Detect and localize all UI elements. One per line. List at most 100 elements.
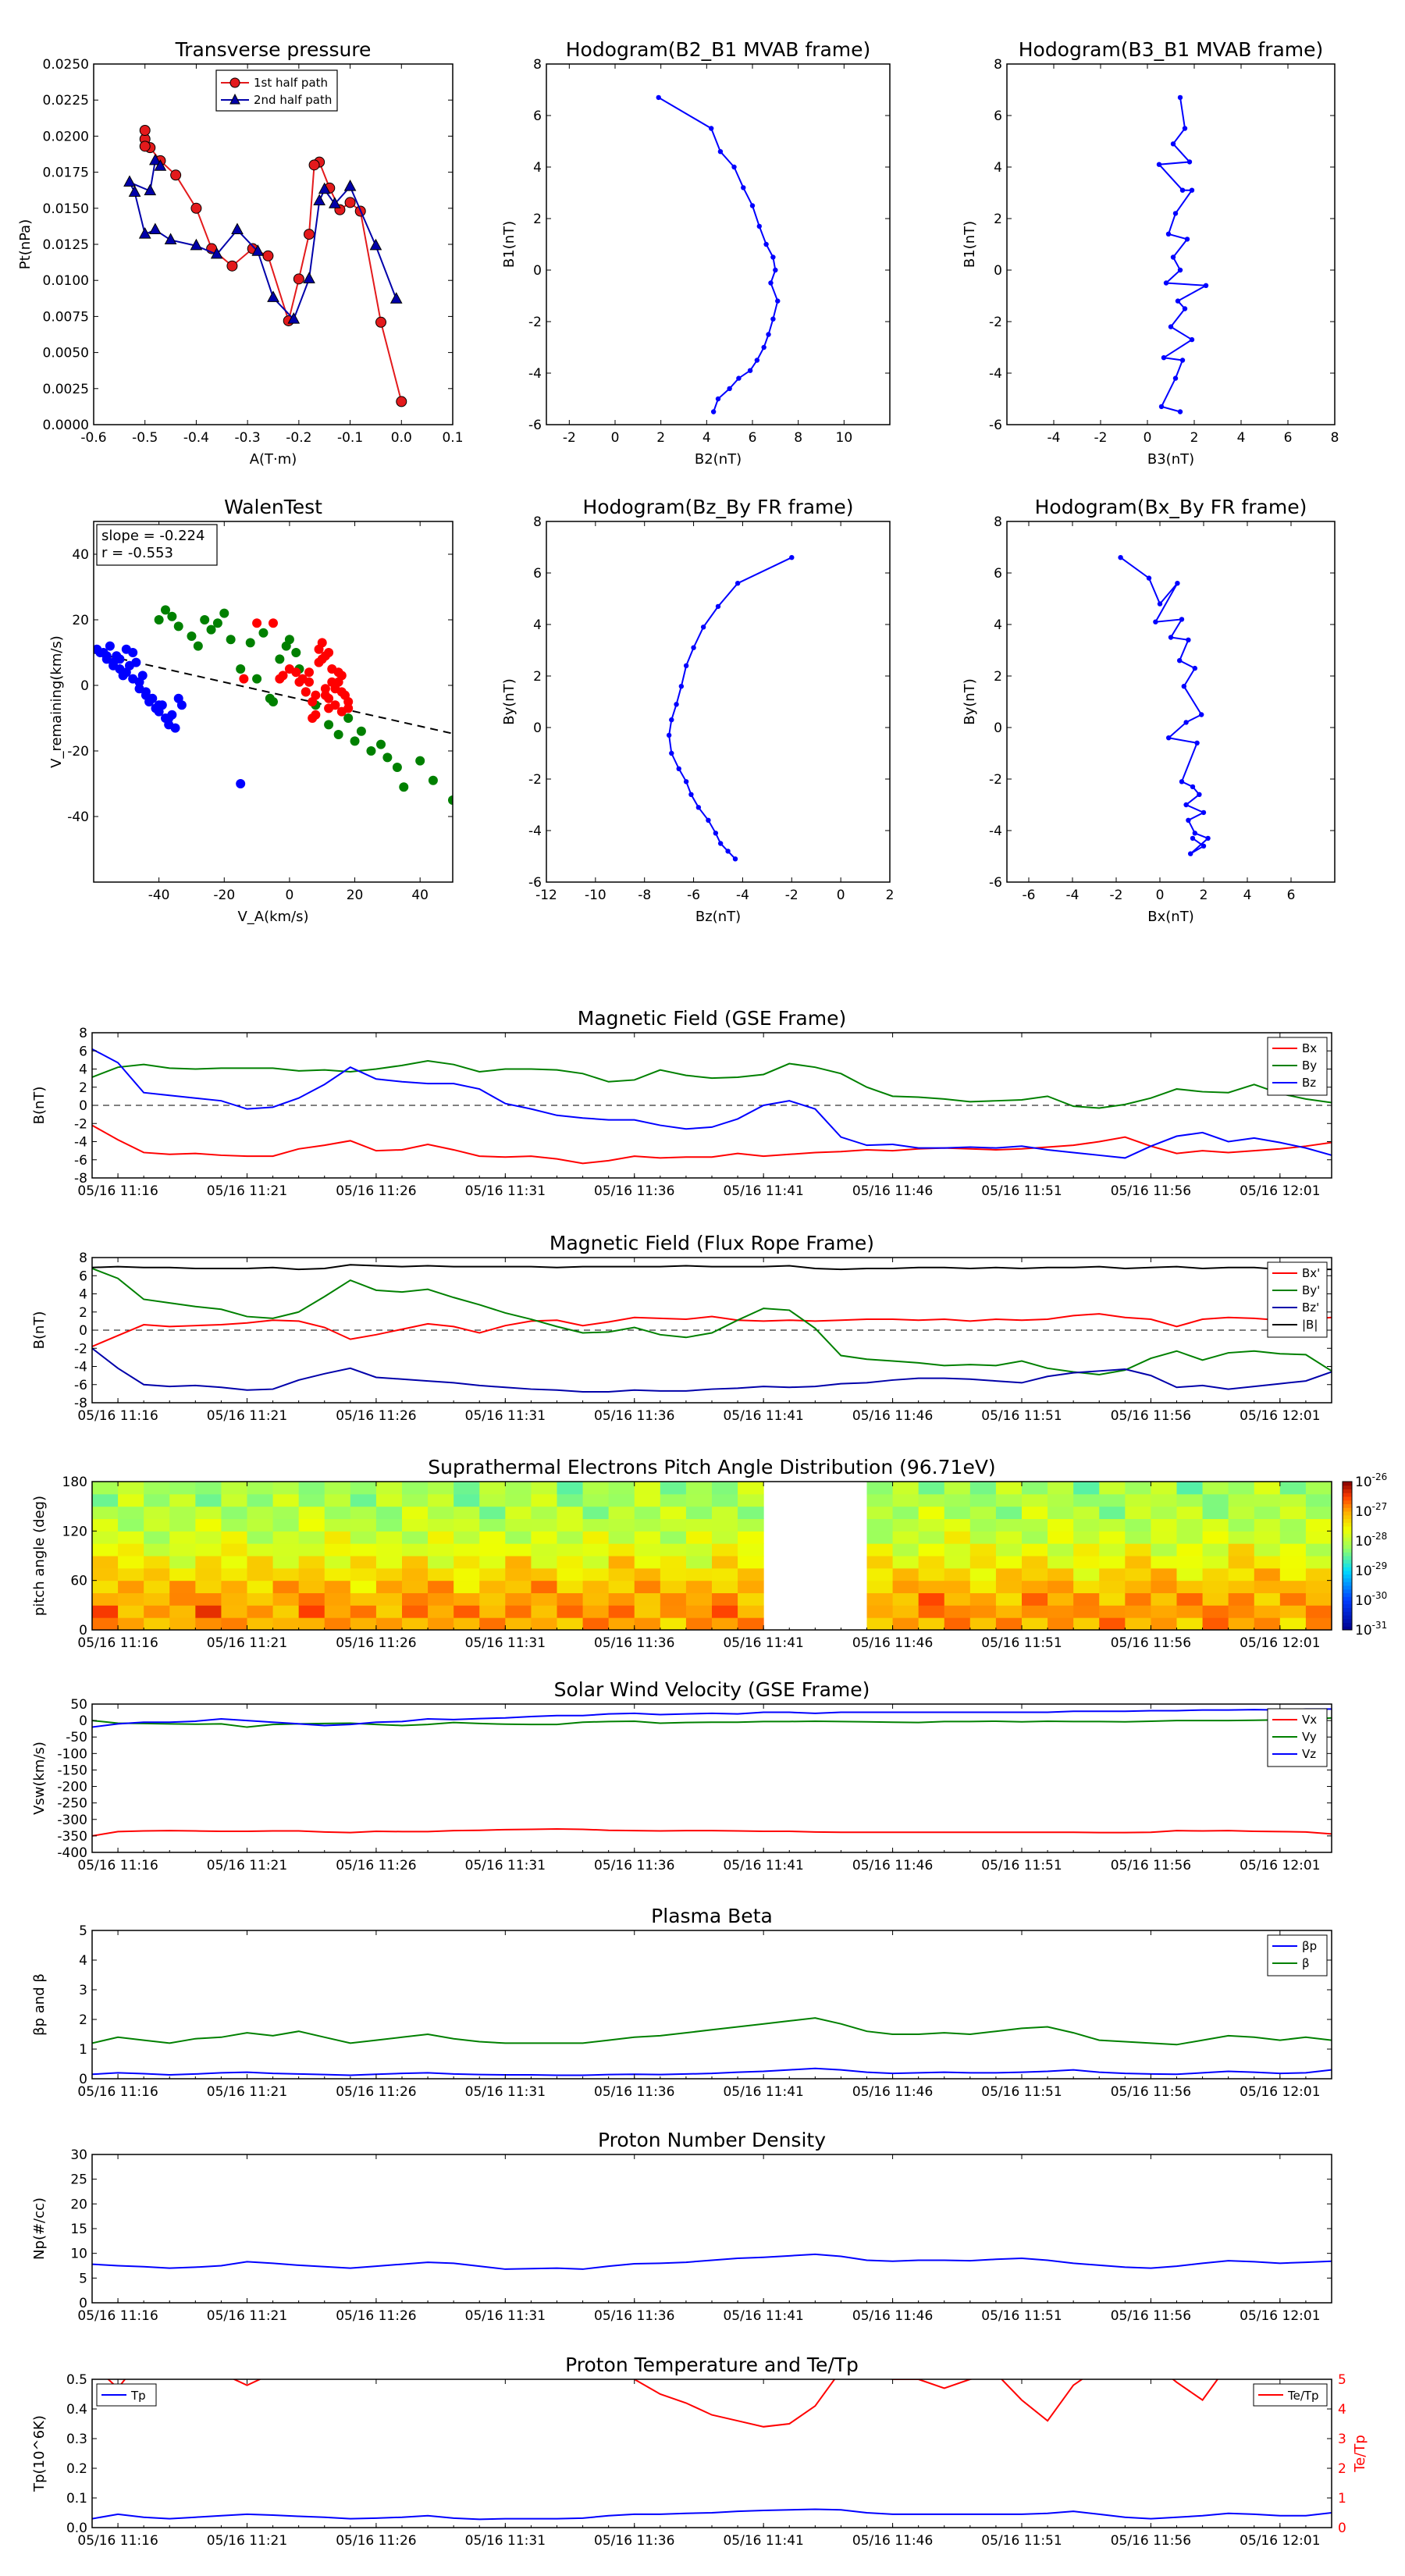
heatmap-cell (866, 1556, 894, 1569)
y-axis-label: B1(nT) (962, 221, 978, 268)
heatmap-cell (169, 1617, 196, 1630)
data-point (1168, 324, 1174, 329)
heatmap-cell (685, 1617, 713, 1630)
heatmap-cell (324, 1567, 351, 1582)
heatmap-cell (350, 1493, 377, 1507)
heatmap-cell (582, 1567, 610, 1582)
heatmap-cell (402, 1556, 429, 1569)
heatmap-cell (892, 1543, 919, 1557)
heatmap-cell (247, 1493, 274, 1507)
x-tick-label: 05/16 11:56 (1111, 1858, 1191, 1873)
heatmap-cell (608, 1531, 635, 1544)
data-point (717, 841, 724, 846)
y-axis-label: B(nT) (31, 1087, 48, 1125)
heatmap-cell (402, 1567, 429, 1582)
y-right-axis-label: Te/Tp (1352, 2435, 1368, 2473)
annotation-text: r = -0.553 (101, 545, 173, 561)
colorbar-base: 10 (1355, 1623, 1372, 1638)
heatmap-cell (1073, 1482, 1100, 1495)
data-point (448, 795, 453, 805)
colorbar-label: 10-28 (1355, 1531, 1387, 1550)
heatmap-cell (402, 1518, 429, 1532)
y-tick-label: 4 (533, 160, 542, 176)
data-point (164, 233, 177, 244)
y-tick-label: 4 (533, 617, 542, 633)
heatmap-cell (944, 1543, 971, 1557)
heatmap-cell (272, 1506, 300, 1519)
heatmap-cell (298, 1482, 325, 1495)
data-point (725, 849, 731, 854)
heatmap-cell (969, 1531, 997, 1544)
heatmap-cell (298, 1531, 325, 1544)
y-tick-label: 0.3 (66, 2432, 87, 2447)
heatmap-cell (221, 1493, 247, 1507)
heatmap-cell (428, 1605, 454, 1618)
data-point (170, 723, 180, 733)
heatmap-cell (350, 1617, 377, 1630)
heatmap-cell (944, 1518, 971, 1532)
y-tick-label: -2 (74, 1341, 87, 1357)
data-point (131, 657, 141, 667)
x-tick-label: 0.0 (391, 430, 412, 446)
data-point (731, 164, 737, 170)
data-point (392, 763, 402, 772)
heatmap-cell (712, 1482, 738, 1495)
series-line (92, 1828, 1332, 1837)
x-tick-label: 05/16 11:41 (723, 1858, 803, 1873)
data-point (1189, 187, 1195, 193)
data-point (336, 671, 347, 681)
heatmap-cell (169, 1592, 196, 1606)
heatmap-cell (738, 1518, 764, 1532)
plot-area (666, 555, 795, 862)
heatmap-cell (1022, 1493, 1048, 1507)
colorbar-segment (1343, 1518, 1352, 1523)
y-tick-label: 6 (79, 1044, 87, 1059)
heatmap-cell (685, 1518, 713, 1532)
heatmap-cell (324, 1531, 351, 1544)
data-point (311, 690, 321, 700)
heatmap-cell (195, 1580, 222, 1593)
x-tick-label: 05/16 11:36 (594, 2084, 674, 2100)
heatmap-cell (660, 1617, 687, 1630)
heatmap-cell (634, 1543, 661, 1557)
heatmap-cell (944, 1556, 971, 1569)
data-point (754, 358, 760, 363)
heatmap-cell (1099, 1567, 1126, 1582)
colorbar-segment (1343, 1514, 1352, 1519)
heatmap-cell (634, 1482, 661, 1495)
y-tick-label: 0.5 (66, 2372, 87, 2388)
heatmap-cell (712, 1556, 738, 1569)
axes-frame (546, 63, 891, 425)
y-tick-label: 4 (994, 160, 1002, 176)
data-point (1179, 187, 1186, 193)
heatmap-cell (375, 1567, 403, 1582)
x-tick-label: 05/16 11:46 (852, 1858, 933, 1873)
data-point (318, 182, 331, 194)
x-tick-label: 05/16 11:16 (77, 1183, 158, 1199)
heatmap-cell (195, 1518, 222, 1532)
heatmap-cell (324, 1543, 351, 1557)
chart-vsw: Solar Wind Velocity (GSE Frame) Vsw(km/s)… (31, 1678, 1332, 1873)
heatmap-cell (969, 1567, 997, 1582)
heatmap-cell (479, 1506, 506, 1519)
data-point (1183, 720, 1189, 725)
x-tick-label: 05/16 11:26 (336, 1183, 416, 1199)
heatmap-cell (454, 1605, 480, 1618)
heatmap-cell (272, 1592, 300, 1606)
series-line (1157, 97, 1209, 413)
heatmap-cell (1151, 1482, 1177, 1495)
heatmap-cell (375, 1617, 403, 1630)
colorbar-segment (1343, 1567, 1352, 1571)
heatmap-cell (479, 1518, 506, 1532)
heatmap-cell (531, 1592, 557, 1606)
heatmap-cell (1048, 1531, 1074, 1544)
heatmap-cell (402, 1605, 429, 1618)
x-tick-label: 05/16 11:31 (465, 1635, 546, 1651)
x-tick-label: 05/16 11:51 (981, 1858, 1062, 1873)
y-tick-label: 0.1 (66, 2491, 87, 2507)
data-point (376, 739, 386, 749)
x-tick-label: 05/16 11:26 (336, 2308, 416, 2324)
axes-frame (1006, 63, 1336, 425)
x-tick-label: -2 (1094, 430, 1108, 446)
heatmap-cell (169, 1482, 196, 1495)
